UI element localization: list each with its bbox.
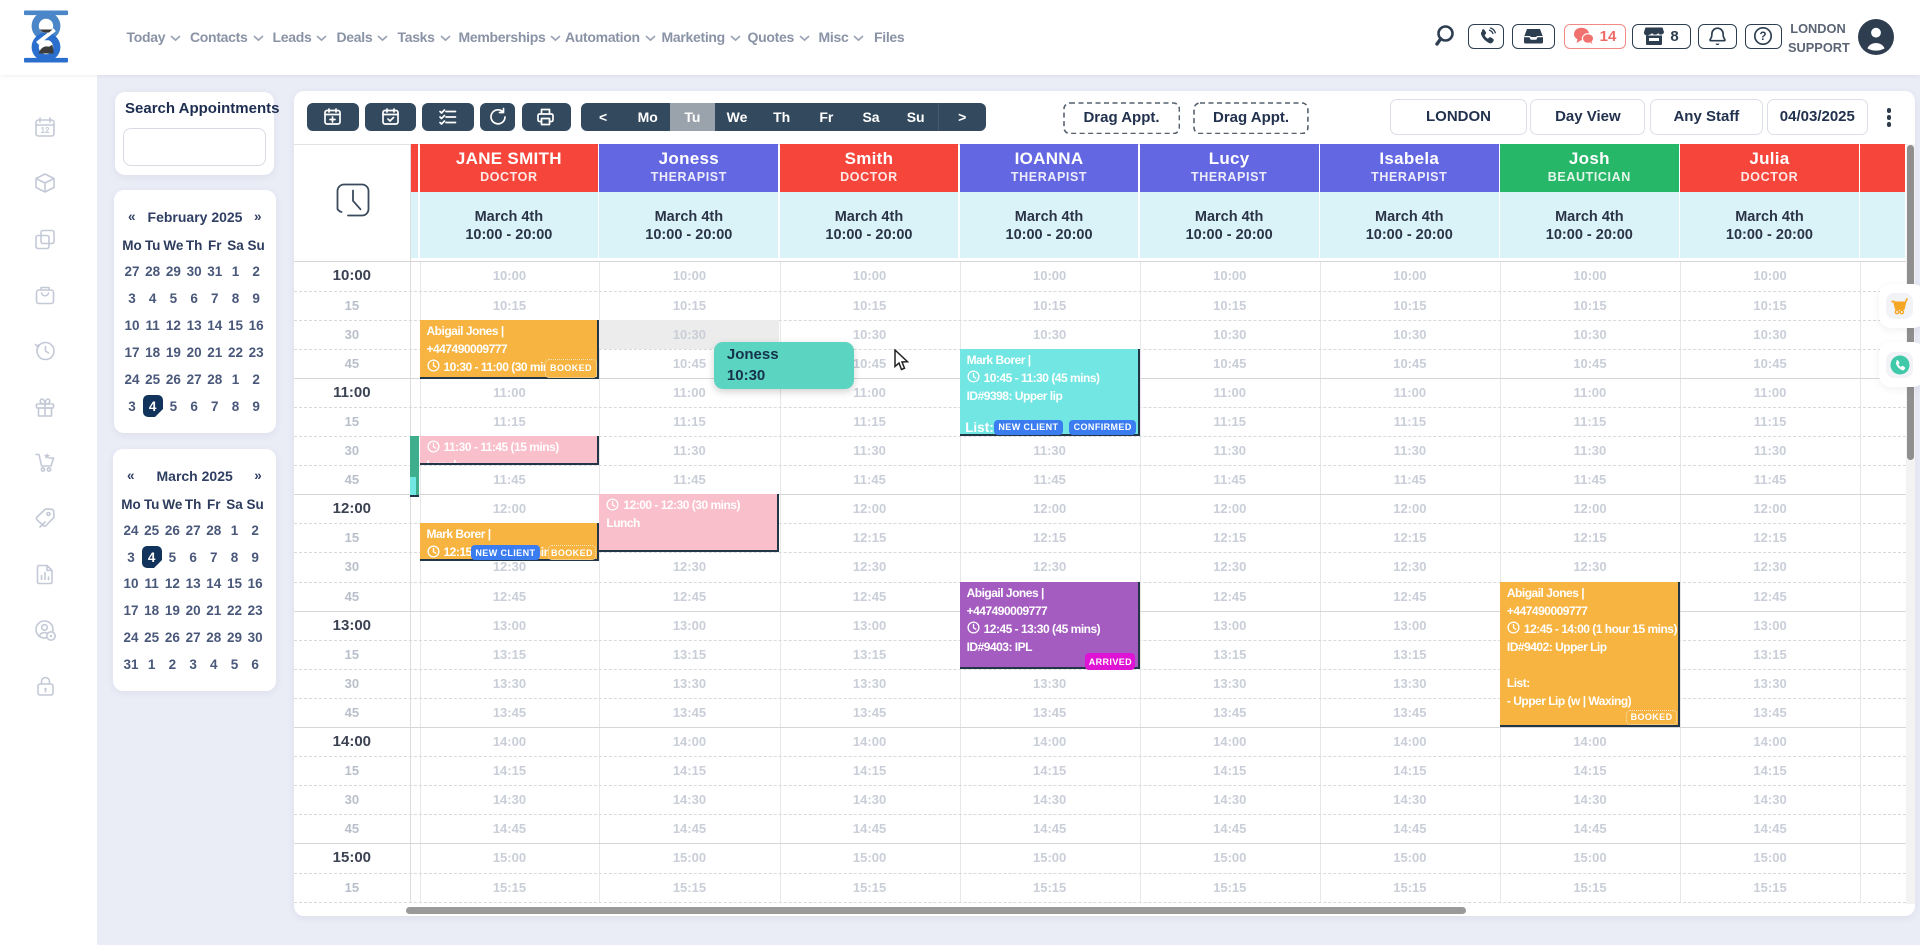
svg-text:12: 12 xyxy=(41,126,50,135)
svg-text:?: ? xyxy=(1760,31,1767,43)
